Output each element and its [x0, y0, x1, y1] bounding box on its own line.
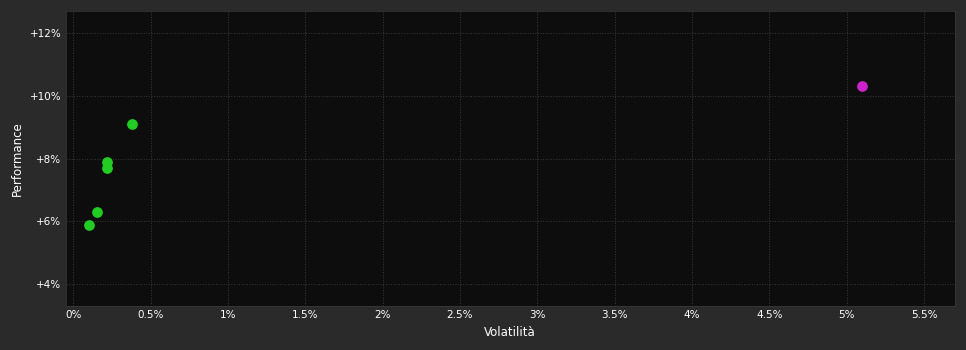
- Point: [125, 121, 140, 127]
- Point: [854, 84, 869, 89]
- X-axis label: Volatilità: Volatilità: [484, 326, 536, 339]
- Point: [99, 165, 115, 171]
- Point: [81, 222, 97, 228]
- Point: [89, 209, 104, 215]
- Point: [99, 159, 115, 164]
- Y-axis label: Performance: Performance: [12, 121, 24, 196]
